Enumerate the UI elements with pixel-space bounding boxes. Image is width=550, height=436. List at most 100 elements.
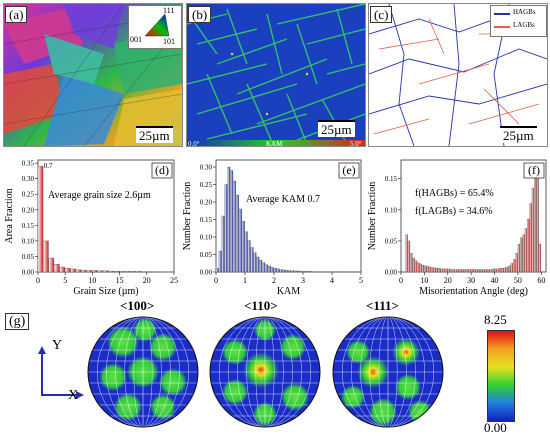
bar	[424, 266, 426, 272]
bar	[448, 269, 450, 272]
bar	[233, 181, 236, 272]
kam-colorbar-min: 0.0°	[188, 140, 200, 148]
pole-figure-fill	[205, 312, 325, 432]
bar	[225, 185, 228, 273]
bar	[303, 271, 306, 272]
x-axis-label: Misorientation Angle (deg)	[419, 286, 528, 297]
bar	[497, 269, 499, 272]
bar	[511, 263, 513, 272]
bar	[443, 269, 445, 272]
y-tick-label: 0.00	[385, 269, 398, 277]
x-tick-label: 30	[467, 276, 475, 285]
annotation-lagb-fraction: f(LAGBs) = 34.6%	[415, 206, 493, 217]
scale-bar-a: 25µm	[136, 126, 173, 143]
bar	[60, 267, 65, 272]
bar	[222, 216, 225, 272]
bar	[406, 235, 408, 272]
bar	[82, 270, 87, 272]
y-tick-label: 0.00	[200, 269, 213, 277]
bar	[499, 268, 501, 272]
bar	[271, 267, 274, 272]
y-tick-label: 0.15	[22, 222, 35, 230]
bar	[98, 271, 103, 272]
x-tick-label: 5	[359, 276, 363, 285]
bar	[516, 253, 518, 272]
x-tick-label: 10	[88, 276, 96, 285]
bar	[125, 271, 130, 272]
bar	[464, 270, 466, 272]
bar	[483, 270, 485, 272]
annotation-avg-kam: Average KAM 0.7	[246, 194, 320, 205]
y-tick-label: 0.10	[385, 206, 398, 214]
bar	[474, 270, 476, 272]
bar	[228, 167, 231, 272]
pole-figure-111	[328, 312, 448, 432]
ipf-label-001: 001	[130, 35, 142, 44]
bar	[469, 270, 471, 272]
bar	[539, 244, 541, 272]
y-tick-label: 0.05	[385, 237, 398, 245]
x-tick-label: 3	[301, 276, 305, 285]
bar	[441, 269, 443, 272]
x-tick-label: 50	[514, 276, 522, 285]
x-tick-label: 20	[143, 276, 151, 285]
bar	[513, 260, 515, 272]
bar	[530, 204, 532, 272]
bar	[103, 271, 108, 272]
y-axis-label: Area Fraction	[4, 188, 15, 243]
bar	[525, 228, 527, 272]
bar	[504, 268, 506, 272]
bar	[476, 270, 478, 272]
bar	[109, 271, 114, 272]
scale-bar-c: 25µm	[500, 126, 537, 143]
x-tick-label: 25	[170, 276, 178, 285]
bar	[65, 268, 70, 272]
bar	[76, 270, 81, 272]
y-tick-label: 0.15	[385, 175, 398, 183]
bar	[309, 271, 312, 272]
y-tick-label: 0.35	[22, 160, 35, 168]
bar	[518, 244, 520, 272]
bar	[527, 219, 529, 272]
panel-tag: (d)	[152, 163, 172, 178]
pole-density-spot	[395, 374, 421, 400]
bar	[268, 266, 271, 272]
pole-colorbar-max: 8.25	[484, 312, 507, 328]
bar	[38, 166, 43, 272]
bar	[413, 258, 415, 272]
y-tick-label: 0.30	[22, 175, 35, 183]
y-tick-label: 0.15	[200, 216, 213, 224]
y-axis-label: Number Fraction	[367, 182, 378, 251]
bar	[71, 269, 76, 272]
y-tick-label: 0.20	[200, 199, 213, 207]
bar	[534, 179, 536, 272]
ipf-label-111: 111	[163, 6, 174, 15]
pole-density-spot	[133, 318, 157, 342]
bar	[262, 263, 265, 272]
bar	[216, 269, 219, 273]
bar	[274, 268, 277, 272]
ipf-triangle-key: 111 001 101	[128, 5, 182, 49]
pole-density-spot	[280, 334, 306, 360]
bar	[300, 271, 303, 272]
pole-density-spot	[369, 398, 397, 426]
bar	[239, 209, 242, 272]
bar	[415, 261, 417, 272]
bar	[114, 271, 119, 272]
x-axis-label: KAM	[277, 286, 300, 297]
pole-density-spot	[243, 352, 279, 388]
legend-line-lagb	[494, 26, 510, 28]
legend-line-hagb	[494, 13, 510, 15]
peak-label: 0.7	[44, 162, 53, 170]
x-tick-label: 1	[243, 276, 247, 285]
panel-tag-g: (g)	[5, 313, 29, 330]
pole-density-spot	[346, 340, 370, 364]
bar	[523, 235, 525, 272]
bar	[462, 270, 464, 272]
bar	[481, 270, 483, 272]
kam-colorbar-label: KAM	[266, 140, 282, 148]
legend-label-lagb: LAGBs	[513, 21, 535, 29]
bar	[466, 270, 468, 272]
pole-density-spot	[99, 363, 127, 391]
